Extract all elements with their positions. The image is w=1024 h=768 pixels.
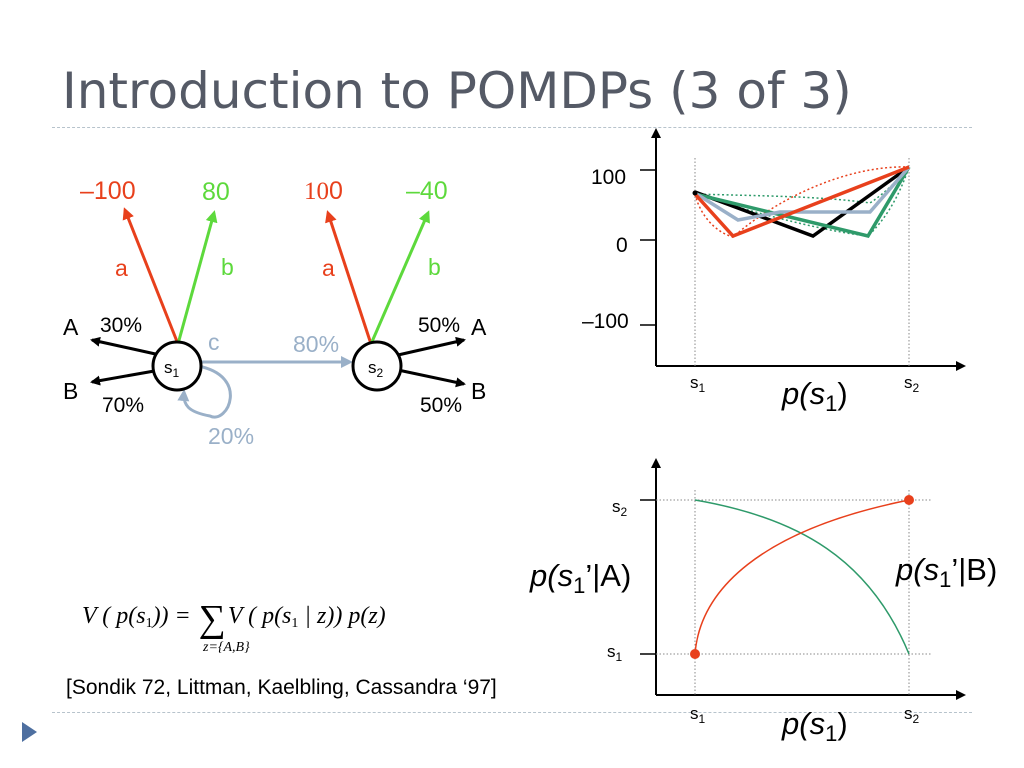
footer-divider [52, 712, 972, 713]
s1-obs-A-label: A [63, 314, 79, 340]
top-line-black [694, 165, 911, 238]
curve-given-B [694, 499, 910, 655]
curve-given-A [694, 499, 910, 655]
formula-rhs-end: | z)) p(z) [298, 603, 386, 629]
top-line-green [694, 166, 911, 239]
s1-obs-A-pct: 30% [100, 314, 142, 337]
top-chart-x-right-label: s2 [904, 373, 920, 395]
s1-obs-B-pct: 70% [102, 394, 144, 417]
curve-A-label: p(s1’|A) [529, 558, 631, 598]
state-s1-node [151, 340, 203, 392]
s2-obs-A-label: A [471, 314, 487, 340]
bottom-chart-x-axis-label: p(s1) [781, 706, 848, 746]
top-line-red [693, 165, 910, 239]
formula-rhs-sub: 1 [291, 616, 299, 631]
formula-lhs: V ( p(s [82, 603, 146, 629]
bottom-chart-ytick-s1: s1 [607, 642, 623, 664]
top-chart-ytick-neg100: –100 [582, 310, 629, 333]
s2-action-b-label: b [428, 254, 441, 280]
title-divider [52, 127, 972, 128]
s2-action-a-label: a [322, 255, 335, 281]
curve-B-end-point [904, 495, 914, 505]
bottom-chart-x-left-label: s1 [690, 704, 706, 726]
top-chart-x-left-label: s1 [690, 373, 706, 395]
top-chart-ytick-100: 100 [591, 166, 626, 189]
s2-obs-B-label: B [471, 378, 486, 404]
s1-action-b-label: b [221, 254, 234, 280]
top-dotted-red-curve [694, 166, 910, 238]
value-function-formula: V ( p(s1)) = ∑V ( p(s1 | z)) p(z) [82, 597, 386, 641]
top-chart-ytick-0: 0 [616, 234, 628, 257]
s1-action-a-label: a [115, 255, 128, 281]
s1-obs-B-arrow [90, 368, 161, 386]
curve-B-label: p(s1’|B) [895, 552, 997, 592]
c-transition-pct: 80% [293, 331, 339, 357]
s2-action-b-arrow [369, 210, 430, 345]
state-s2-node [351, 340, 403, 392]
s2-obs-A-arrow [397, 336, 466, 357]
s2-obs-B-arrow [397, 368, 466, 388]
citation: [Sondik 72, Littman, Kaelbling, Cassandr… [66, 676, 497, 699]
formula-sum-range: z={A,B} [203, 640, 250, 655]
s1-reward-a: –100 [80, 177, 136, 205]
bottom-chart-ytick-s2: s2 [612, 497, 628, 519]
s1-action-a-arrow [122, 207, 180, 345]
s1-reward-b: 80 [202, 178, 230, 206]
formula-sum-symbol: ∑ [198, 598, 226, 640]
top-chart-x-axis-label: p(s1) [781, 376, 848, 416]
action-c-label: c [208, 329, 220, 355]
state-s2-label: s2 [368, 358, 384, 380]
belief-update-chart: s2 s1 p(s1’|A) p(s1’|B) s1 s2 p(s1) [529, 458, 997, 746]
bottom-chart-x-right-label: s2 [904, 704, 920, 726]
s2-obs-B-pct: 50% [420, 394, 462, 417]
curve-B-start-point [690, 649, 700, 659]
slide-title: Introduction to POMDPs (3 of 3) [62, 62, 852, 120]
s1-obs-A-arrow [90, 336, 161, 357]
formula-rhs: V ( p(s [227, 603, 292, 629]
formula-lhs-end: )) = [152, 603, 191, 629]
s2-action-a-arrow [325, 210, 373, 345]
pomdp-diagram: s1 s2 –100 80 100 –40 a b a b c A B A B … [63, 177, 487, 449]
play-icon[interactable] [22, 722, 37, 742]
top-line-gray [694, 165, 911, 222]
value-function-chart: 100 0 –100 s1 s2 p(s1) [582, 128, 966, 416]
s2-reward-a: 100 [304, 177, 343, 205]
top-start-point [692, 190, 698, 196]
state-s1-label: s1 [164, 358, 180, 380]
s1-action-b-arrow [176, 210, 218, 345]
c-self-loop-pct: 20% [208, 423, 254, 449]
c-self-loop-arrow [177, 364, 232, 419]
formula-lhs-sub: 1 [145, 616, 153, 631]
s1-obs-B-label: B [63, 378, 78, 404]
s2-reward-b: –40 [406, 177, 448, 205]
s2-obs-A-pct: 50% [418, 314, 460, 337]
top-dotted-green-curve [694, 166, 910, 204]
